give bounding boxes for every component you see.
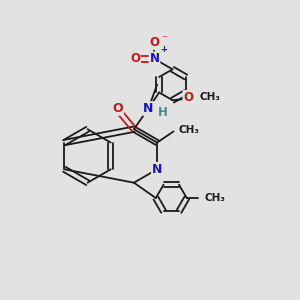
Text: ⁻: ⁻ — [161, 34, 167, 44]
Text: O: O — [149, 36, 160, 49]
Text: N: N — [152, 163, 162, 176]
Text: H: H — [158, 106, 168, 118]
Text: N: N — [149, 52, 160, 65]
Text: CH₃: CH₃ — [199, 92, 220, 102]
Text: CH₃: CH₃ — [179, 125, 200, 135]
Text: +: + — [160, 45, 167, 54]
Text: O: O — [183, 91, 193, 104]
Text: CH₃: CH₃ — [205, 193, 226, 203]
Text: O: O — [130, 52, 140, 65]
Text: O: O — [112, 102, 123, 115]
Text: N: N — [143, 102, 154, 115]
